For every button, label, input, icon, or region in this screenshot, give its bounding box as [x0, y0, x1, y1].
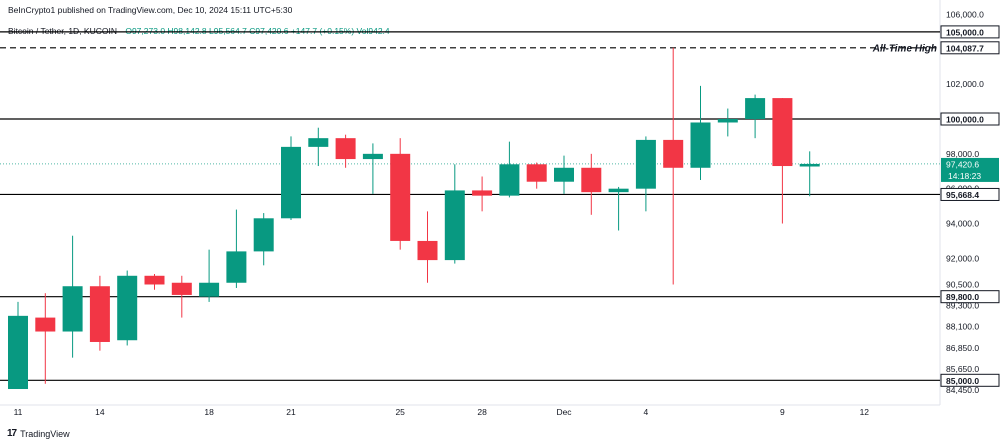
x-tick-label: 12: [860, 407, 870, 417]
level-label-box: [940, 187, 1000, 201]
candle-body-up: [362, 153, 383, 160]
candle-body-up: [8, 315, 28, 390]
candle-body-down: [526, 164, 547, 182]
candle-body-down: [772, 98, 793, 167]
candle-body-up: [499, 164, 520, 196]
current-price-badge: [941, 157, 999, 182]
level-label-box: [940, 373, 1000, 387]
candle-body-up: [635, 139, 656, 189]
candle-body-down: [581, 167, 602, 193]
y-tick-label: 106,000.0: [946, 9, 984, 19]
candle-body-up: [745, 98, 766, 119]
candle-body-up: [554, 167, 574, 182]
y-tick-label: 88,100.0: [946, 321, 979, 331]
change-value: +147.7 (+0.15%): [290, 26, 355, 36]
level-label: 104,087.7: [946, 43, 984, 53]
candle-body-down: [144, 275, 165, 285]
candle-body-up: [281, 146, 301, 219]
ohlc-legend: Bitcoin / Tether, 1D, KUCOIN O97,273.0 H…: [8, 26, 390, 36]
y-tick-label: 102,000.0: [946, 79, 984, 89]
volume-value: Vol942.4: [356, 26, 390, 36]
candle-body-up: [117, 275, 138, 341]
x-tick-label: 14: [95, 407, 105, 417]
y-tick-label: 85,650.0: [946, 364, 979, 374]
candle-body-up: [253, 218, 274, 252]
candle-body-up: [717, 119, 738, 123]
candle-body-down: [390, 153, 411, 241]
y-tick-label: 90,500.0: [946, 279, 979, 289]
y-tick-label: 92,000.0: [946, 253, 979, 263]
tradingview-logo-text: TradingView: [20, 428, 70, 439]
candle-body-down: [472, 190, 493, 196]
y-tick-label: 86,850.0: [946, 343, 979, 353]
candle-body-up: [226, 251, 247, 283]
level-label-box: [940, 290, 1000, 304]
candle-body-down: [35, 317, 56, 332]
symbol-label: Bitcoin / Tether, 1D, KUCOIN: [8, 26, 117, 36]
candle-body-down: [171, 282, 192, 295]
level-label-box: [940, 112, 1000, 126]
candle-body-up: [444, 190, 465, 261]
tradingview-mark-icon: 17: [7, 428, 17, 439]
open-value: O97,273.0: [125, 26, 166, 36]
level-label: 100,000.0: [946, 115, 984, 125]
level-label-box: [940, 41, 1000, 55]
candle-body-up: [308, 138, 329, 147]
candle-body-down: [417, 240, 438, 261]
y-tick-label: 89,300.0: [946, 300, 979, 310]
x-tick-label: 11: [14, 407, 23, 417]
level-label-box: [940, 25, 1000, 39]
level-label: 105,000.0: [946, 27, 984, 37]
candle-body-up: [608, 188, 629, 193]
level-label: 89,800.0: [946, 292, 979, 302]
x-tick-label: Dec: [556, 407, 572, 417]
candle-countdown: 14:18:23: [948, 171, 981, 181]
published-caption: BeInCrypto1 published on TradingView.com…: [8, 5, 293, 15]
y-tick-label: 98,000.0: [946, 149, 979, 159]
y-tick-label: 94,000.0: [946, 219, 979, 229]
candle-body-up: [799, 163, 820, 167]
candle-body-up: [199, 282, 220, 297]
y-tick-label: 84,450.0: [946, 385, 979, 395]
x-tick-label: 21: [286, 407, 296, 417]
tradingview-logo: 17 TradingView: [7, 428, 70, 439]
x-tick-label: 9: [780, 407, 785, 417]
candle-body-up: [690, 122, 711, 168]
low-value: L95,564.7: [209, 26, 247, 36]
current-price-label: 97,420.6: [946, 159, 979, 169]
all-time-high-annotation: All-Time High: [872, 43, 937, 54]
x-tick-label: 4: [644, 407, 649, 417]
candle-body-down: [335, 138, 356, 160]
level-label: 85,000.0: [946, 376, 979, 386]
high-value: H98,142.8: [167, 26, 207, 36]
candle-body-up: [62, 286, 83, 332]
candle-body-down: [89, 286, 110, 342]
close-value: C97,420.6: [249, 26, 289, 36]
level-label: 95,668.4: [946, 190, 979, 200]
x-tick-label: 25: [395, 407, 405, 417]
candle-body-down: [663, 139, 684, 168]
x-tick-label: 28: [477, 407, 487, 417]
x-tick-label: 18: [204, 407, 214, 417]
